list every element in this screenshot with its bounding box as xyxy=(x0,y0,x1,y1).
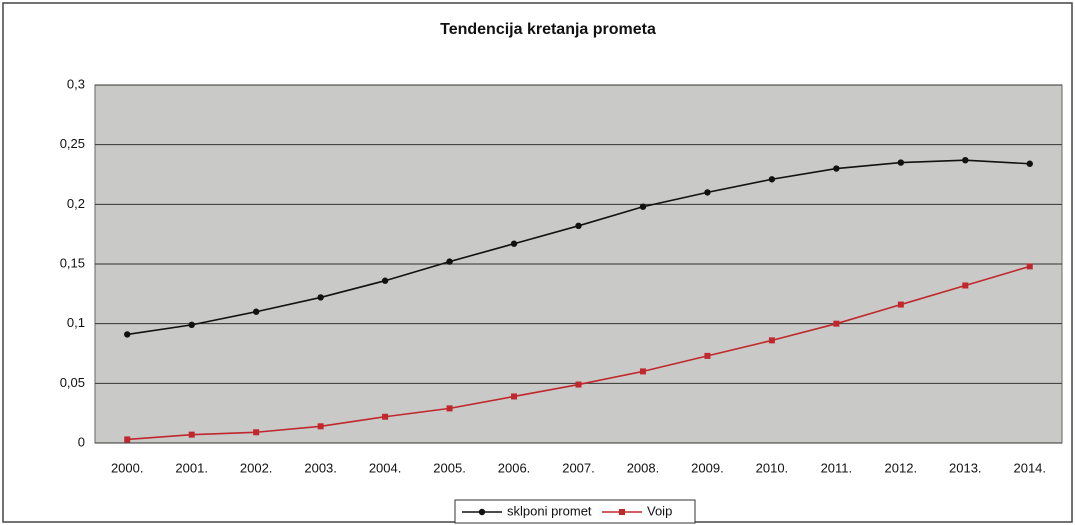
point xyxy=(897,301,904,308)
y-tick-label: 0,3 xyxy=(67,76,85,91)
point xyxy=(962,156,969,164)
point xyxy=(124,331,131,338)
x-tick-label: 2014. xyxy=(1013,460,1046,475)
point xyxy=(833,165,840,172)
point xyxy=(833,320,840,327)
y-tick-label: 0,05 xyxy=(60,375,85,390)
point xyxy=(897,159,905,166)
y-tick-label: 0,15 xyxy=(60,255,85,270)
y-tick-label: 0,2 xyxy=(67,196,85,211)
y-tick-label: 0,1 xyxy=(67,315,85,330)
point xyxy=(1026,160,1033,167)
x-tick-label: 2003. xyxy=(304,460,337,475)
y-tick-label: 0 xyxy=(78,434,85,449)
x-tick-label: 2011. xyxy=(821,460,853,475)
legend-marker xyxy=(478,508,486,516)
x-tick-label: 2010. xyxy=(756,460,789,475)
x-tick-label: 2013. xyxy=(949,460,982,475)
legend-label: sklponi promet xyxy=(507,503,592,518)
x-tick-label: 2004. xyxy=(369,460,402,475)
point xyxy=(381,277,389,284)
point xyxy=(575,381,582,388)
legend xyxy=(454,499,696,524)
point xyxy=(1026,263,1033,270)
x-tick-label: 2008. xyxy=(627,460,660,475)
point xyxy=(768,337,775,344)
point xyxy=(704,352,711,359)
legend-marker xyxy=(619,509,625,515)
chart-title: Tendencija kretanja prometa xyxy=(440,21,656,38)
x-tick-label: 2007. xyxy=(562,460,595,475)
legend-label: Voip xyxy=(647,503,672,518)
point xyxy=(962,282,969,289)
x-tick-label: 2012. xyxy=(885,460,918,475)
point xyxy=(252,308,260,315)
point xyxy=(575,222,582,230)
point xyxy=(382,413,389,420)
point xyxy=(188,431,195,438)
point xyxy=(511,393,518,400)
point xyxy=(253,429,260,436)
point xyxy=(704,189,711,196)
point xyxy=(188,321,195,329)
point xyxy=(317,423,324,430)
point xyxy=(317,294,324,301)
point xyxy=(124,436,131,443)
x-tick-label: 2001. xyxy=(175,460,208,475)
x-tick-label: 2009. xyxy=(691,460,724,475)
point xyxy=(446,405,453,412)
x-tick-label: 2005. xyxy=(433,460,466,475)
y-tick-label: 0,25 xyxy=(60,136,85,151)
point xyxy=(639,368,646,375)
x-tick-label: 2000. xyxy=(111,460,144,475)
point xyxy=(510,240,518,247)
x-tick-label: 2006. xyxy=(498,460,531,475)
point xyxy=(768,176,776,183)
point xyxy=(639,203,647,210)
x-tick-label: 2002. xyxy=(240,460,273,475)
point xyxy=(446,258,453,265)
